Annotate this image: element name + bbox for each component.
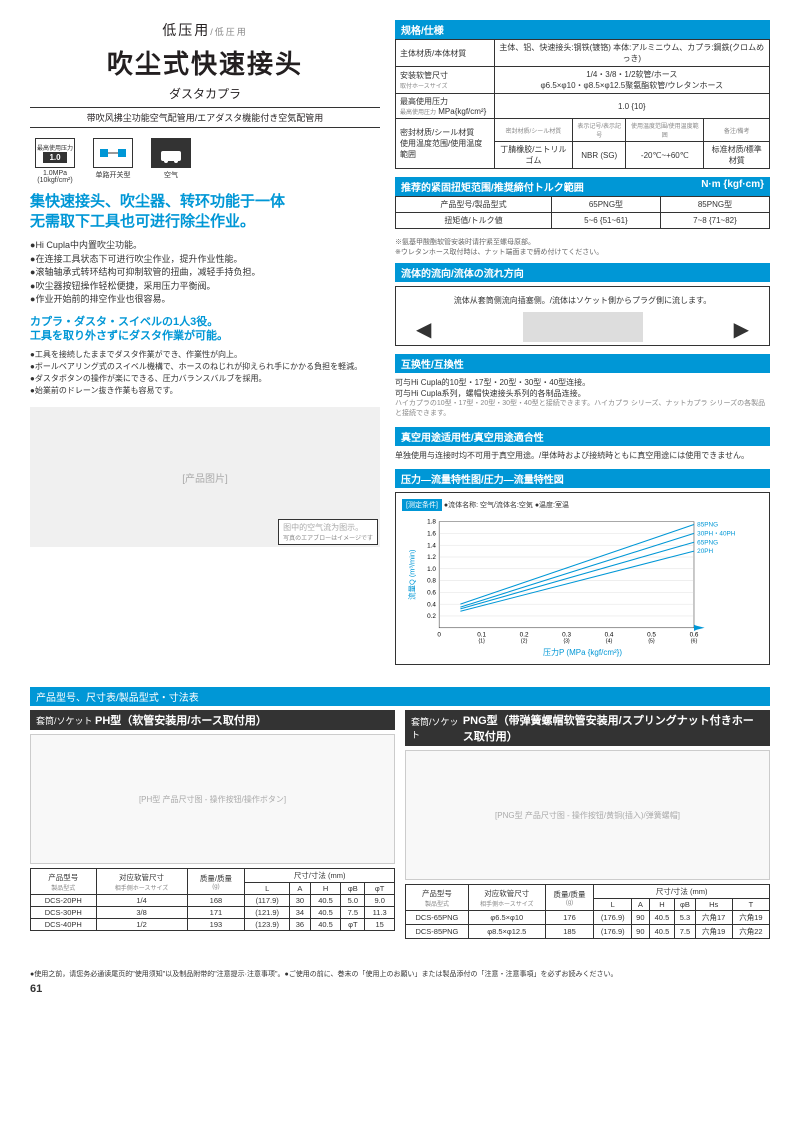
flow-header: 流体的流向/流体の流れ方向 [395,263,770,282]
chart-header: 压力—流量特性图/圧力—流量特性図 [395,469,770,488]
jp-feature-list: 工具を接続したままでダスタ作業ができ、作業性が向上。ボールベアリング式のスイベル… [30,349,380,397]
product-image: [产品图片] 图中的空气流为图示。写真のエアブローはイメージです [30,407,380,547]
svg-text:85PNG: 85PNG [697,522,718,529]
svg-text:1.0: 1.0 [427,566,436,573]
compat-header: 互换性/互換性 [395,354,770,373]
feature-list: Hi Cupla中内置吹尘功能。在连接工具状态下可进行吹尘作业，提升作业性能。滚… [30,239,380,307]
svg-text:流量Q (m³/min): 流量Q (m³/min) [407,549,417,600]
svg-text:1.2: 1.2 [427,554,436,561]
svg-text:0.2: 0.2 [427,613,436,620]
flow-diagram: 流体从套筒侧流向插塞侧。/流体はソケット側からプラグ側に流します。 ◀ ▶ [395,286,770,346]
icon-row: 最高使用压力1.01.0MPa(10kgf/cm²) 单路开关型 空气 [30,138,380,184]
svg-text:30PH・40PH: 30PH・40PH [697,531,736,538]
svg-text:{5}: {5} [648,639,655,645]
chart-box: [测定条件] ●流体名称: 空气/流体名:空気 ●温度:室温 0.20.40.6… [395,492,770,665]
svg-text:0.8: 0.8 [427,578,436,585]
image-caption: 图中的空气流为图示。写真のエアブローはイメージです [278,519,378,545]
svg-text:0.6: 0.6 [427,590,436,597]
torque-note: ※氨基甲酸酯软管安装时请拧紧至螺母原部。 ※ウレタンホース取付時は、ナット端面ま… [395,237,770,257]
ph-type-header: 套筒/ソケット PH型（软管安装用/ホース取付用） [30,710,395,730]
torque-header: 推荐的紧固扭矩范围/推奨締付トルク範囲N·m {kgf·cm} [395,177,770,196]
png-diagram: [PNG型 产品尺寸图 - 操作按钮/黄铜(插入)/弹簧螺帽] [405,750,770,880]
description: 带吹风拂尘功能空气配管用/エアダスタ機能付き空気配管用 [30,107,380,128]
jp-feature-title: カプラ・ダスタ・スイベルの1人3役。工具を取り外さずにダスタ作業が可能。 [30,315,380,344]
spec-header: 规格/仕様 [395,20,770,39]
svg-text:{6}: {6} [691,639,698,645]
svg-text:{3}: {3} [563,639,570,645]
svg-text:1.8: 1.8 [427,519,436,526]
flow-chart: 0.20.40.60.81.01.21.41.61.800.1{1}0.2{2}… [402,515,763,645]
svg-text:1.6: 1.6 [427,531,436,538]
png-dim-table: 产品型号製品型式对应软管尺寸相手側ホースサイズ质量/质量(g)尺寸/寸法 (mm… [405,884,770,939]
svg-text:{4}: {4} [606,639,613,645]
subtitle: ダスタカプラ [30,85,380,102]
dim-section-header: 产品型号、尺寸表/製品型式・寸法表 [30,687,770,706]
svg-text:65PNG: 65PNG [697,540,718,547]
svg-text:0.3: 0.3 [562,631,571,638]
arrow-left-icon: ◀ [416,317,431,342]
svg-text:0: 0 [437,631,441,638]
svg-text:0.6: 0.6 [690,631,699,638]
valve-icon: 单路开关型 [88,138,138,184]
compat-text: 可与Hi Cupla的10型・17型・20型・30型・40型连接。 可与Hi C… [395,377,770,419]
spec-table: 主体材质/本体材質主体、铝、快速接头:钢铁(镀铬) 本体:アルミニウム、カプラ:… [395,39,770,169]
svg-text:{1}: {1} [478,639,485,645]
svg-text:{2}: {2} [521,639,528,645]
svg-text:20PH: 20PH [697,548,713,555]
svg-text:0.2: 0.2 [520,631,529,638]
main-title: 吹尘式快速接头 [30,44,380,81]
vacuum-text: 单独使用与连接时均不可用于真空用途。/単体時および接続時ともに真空用途には使用で… [395,450,770,461]
svg-text:0.4: 0.4 [605,631,614,638]
arrow-right-icon: ▶ [734,317,749,342]
fluid-icon: 空气 [146,138,196,184]
vacuum-header: 真空用途适用性/真空用途適合性 [395,427,770,446]
category: 低压用/低圧用 [30,20,380,40]
torque-table: 产品型号/製品型式65PNG型85PNG型 扭矩值/トルク値5~6 {51~61… [395,196,770,229]
svg-text:0.5: 0.5 [647,631,656,638]
svg-text:1.4: 1.4 [427,542,436,549]
svg-text:0.1: 0.1 [477,631,486,638]
pressure-icon: 最高使用压力1.01.0MPa(10kgf/cm²) [30,138,80,184]
ph-dim-table: 产品型号製品型式对应软管尺寸相手側ホースサイズ质量/质量(g)尺寸/寸法 (mm… [30,868,395,931]
footer-note: ●使用之前，请您务必通读尾页的"使用须知"以及制品附带的"注意提示·注意事项"。… [30,969,770,979]
png-type-header: 套筒/ソケット PNG型（带弹簧螺帽软管安装用/スプリングナット付きホース取付用… [405,710,770,746]
page-number: 61 [30,983,770,995]
ph-diagram: [PH型 产品尺寸图 - 操作按钮/操作ボタン] [30,734,395,864]
svg-text:0.4: 0.4 [427,601,436,608]
feature-title: 集快速接头、吹尘器、转环功能于一体无需取下工具也可进行除尘作业。 [30,192,380,231]
